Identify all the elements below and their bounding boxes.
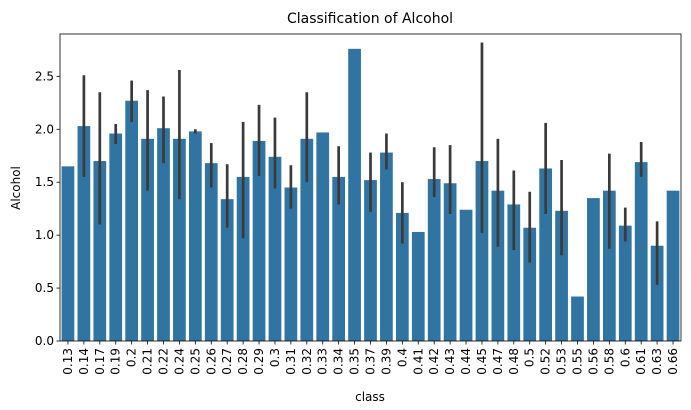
x-tick-label: 0.52 (539, 348, 553, 375)
bar-0.28 (236, 176, 250, 341)
bar-0.56 (587, 198, 600, 341)
x-tick-label: 0.39 (379, 348, 393, 375)
y-tick-label: 1.0 (35, 228, 54, 242)
x-tick-label: 0.35 (348, 348, 362, 375)
x-tick-label: 0.27 (220, 348, 234, 375)
x-tick-label: 0.25 (188, 348, 202, 375)
x-tick-label: 0.55 (571, 348, 585, 375)
x-tick-label: 0.26 (204, 348, 218, 375)
bar-0.44 (459, 209, 473, 341)
x-tick-label: 0.44 (459, 348, 473, 375)
x-tick-label: 0.19 (109, 348, 123, 375)
x-tick-label: 0.33 (316, 348, 330, 375)
x-tick-label: 0.48 (507, 348, 521, 375)
error-bars-group (82, 42, 659, 285)
bar-0.34 (332, 176, 346, 341)
bar-0.66 (666, 190, 680, 341)
x-tick-label: 0.2 (125, 348, 139, 367)
bar-0.25 (188, 131, 202, 341)
x-tick-label: 0.45 (475, 348, 489, 375)
bar-0.14 (77, 126, 91, 341)
bar-0.2 (125, 100, 139, 341)
y-tick-label: 0.0 (35, 334, 54, 348)
bar-0.39 (380, 152, 393, 341)
bar-0.5 (523, 227, 537, 341)
bar-0.22 (157, 128, 170, 341)
bar-0.61 (634, 162, 648, 341)
bar-0.52 (539, 168, 553, 341)
x-tick-label: 0.43 (443, 348, 457, 375)
bar-0.37 (364, 180, 377, 341)
x-tick-label: 0.24 (172, 348, 186, 375)
bar-0.41 (411, 231, 425, 341)
y-axis-label: Alcohol (9, 166, 23, 210)
x-tick-label: 0.66 (666, 348, 680, 375)
bar-0.24 (173, 138, 186, 341)
y-tick-label: 0.5 (35, 281, 54, 295)
bar-0.31 (284, 187, 298, 341)
bar-0.6 (618, 225, 632, 341)
x-tick-label: 0.14 (77, 348, 91, 375)
x-tick-label: 0.17 (93, 348, 107, 375)
x-tick-label: 0.13 (61, 348, 75, 375)
bar-0.35 (348, 48, 361, 342)
bar-0.4 (395, 212, 409, 341)
bar-0.3 (268, 156, 282, 341)
bar-0.29 (252, 140, 266, 341)
x-tick-label: 0.56 (586, 348, 600, 375)
plot-frame (59, 33, 682, 342)
x-tick-label: 0.5 (523, 348, 537, 367)
x-tick-label: 0.3 (268, 348, 282, 367)
y-tick-label: 2.0 (35, 122, 54, 136)
bar-0.55 (571, 296, 584, 341)
bar-0.17 (93, 161, 107, 341)
bar-0.48 (507, 204, 521, 341)
bar-0.21 (141, 138, 154, 341)
bar-0.27 (220, 199, 234, 341)
bar-0.53 (555, 210, 568, 341)
x-tick-label: 0.21 (141, 348, 155, 375)
x-tick-label: 0.37 (364, 348, 378, 375)
y-tick-label: 1.5 (35, 175, 54, 189)
y-tick-label: 2.5 (35, 69, 54, 83)
bar-0.63 (650, 245, 664, 341)
x-tick-label: 0.28 (236, 348, 250, 375)
bars-group (61, 48, 680, 342)
bar-0.33 (316, 132, 330, 341)
chart-title: Classification of Alcohol (287, 11, 453, 27)
x-tick-label: 0.4 (395, 348, 409, 367)
y-axis-ticks: 0.0 0.5 1.0 1.5 2.0 2.5 (35, 69, 60, 348)
bar-0.26 (204, 163, 218, 341)
x-tick-label: 0.58 (602, 348, 616, 375)
x-tick-label: 0.6 (618, 348, 632, 367)
bar-0.32 (300, 138, 314, 341)
x-tick-label: 0.29 (252, 348, 266, 375)
bar-0.45 (475, 161, 489, 341)
x-tick-label: 0.31 (284, 348, 298, 375)
bar-0.58 (602, 190, 616, 341)
bar-0.42 (427, 179, 441, 341)
bar-0.47 (491, 190, 505, 341)
x-tick-label: 0.41 (411, 348, 425, 375)
x-tick-label: 0.32 (300, 348, 314, 375)
x-tick-label: 0.22 (157, 348, 171, 375)
bar-0.13 (61, 166, 75, 341)
x-tick-label: 0.34 (332, 348, 346, 375)
bar-0.43 (443, 183, 457, 341)
x-tick-label: 0.53 (555, 348, 569, 375)
x-tick-label: 0.63 (650, 348, 664, 375)
x-axis-label: class (355, 390, 385, 404)
x-tick-label: 0.42 (427, 348, 441, 375)
x-tick-label: 0.47 (491, 348, 505, 375)
bar-0.19 (109, 133, 123, 341)
x-axis-ticks: 0.13 0.14 0.17 0.19 0.2 0.21 0.22 0.24 0.25 0.26 0… (61, 341, 680, 375)
x-tick-label: 0.61 (634, 348, 648, 375)
